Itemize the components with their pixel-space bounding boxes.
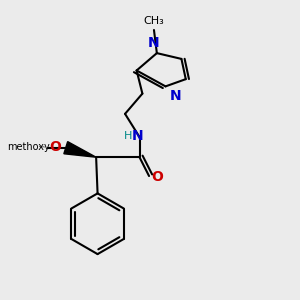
- Text: N: N: [170, 89, 182, 103]
- Text: methoxy: methoxy: [7, 142, 50, 152]
- Text: O: O: [152, 170, 163, 184]
- Text: CH₃: CH₃: [144, 16, 164, 26]
- Text: N: N: [131, 128, 143, 142]
- Text: methoxy: methoxy: [41, 146, 47, 147]
- Text: O: O: [50, 140, 61, 154]
- Text: methoxy: methoxy: [40, 146, 46, 148]
- Text: N: N: [148, 36, 160, 50]
- Text: methoxy: methoxy: [39, 146, 45, 147]
- Polygon shape: [64, 142, 96, 157]
- Text: H: H: [124, 130, 132, 140]
